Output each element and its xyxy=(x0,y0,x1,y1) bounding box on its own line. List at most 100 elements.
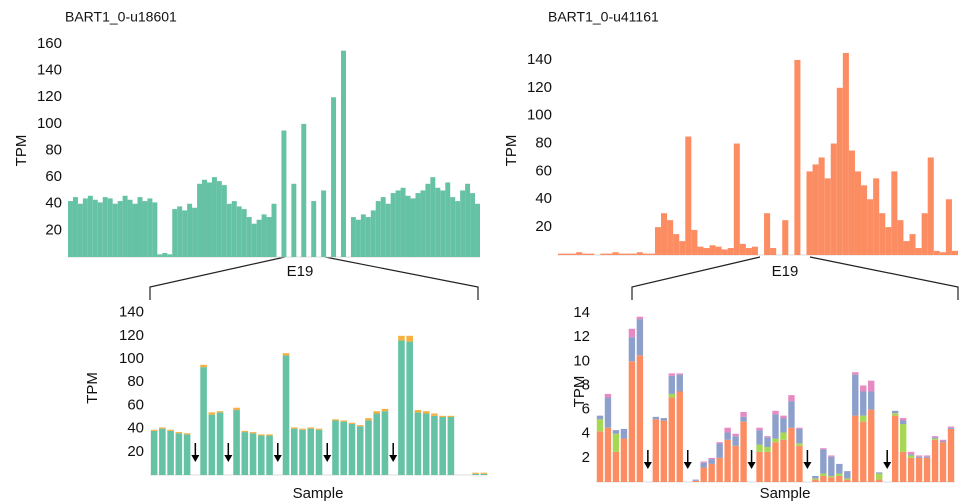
bar-segment xyxy=(915,456,923,458)
bar-segment xyxy=(891,413,899,416)
arrow-head xyxy=(273,455,282,462)
bar-segment xyxy=(455,201,461,257)
bar-segment xyxy=(676,374,683,392)
bar-segment xyxy=(642,253,649,255)
bar-segment xyxy=(439,415,446,417)
bar-segment xyxy=(630,253,637,255)
bar-segment xyxy=(812,164,819,255)
bar-segment xyxy=(315,428,323,430)
y-tick-label: 60 xyxy=(127,396,144,413)
bar-segment xyxy=(860,385,867,392)
bar-segment xyxy=(618,253,625,255)
bar-segment xyxy=(157,254,163,257)
bar-segment xyxy=(102,197,108,257)
arrow-head xyxy=(191,455,200,462)
bar-segment xyxy=(192,207,198,257)
arrow-head xyxy=(389,455,398,462)
bar-segment xyxy=(307,428,315,475)
bar-segment xyxy=(733,143,740,255)
bar-segment xyxy=(211,177,217,257)
bar-segment xyxy=(257,434,265,436)
bar-segment xyxy=(175,432,183,434)
bar-segment xyxy=(385,203,391,257)
bar-segment xyxy=(92,199,98,257)
bar-segment xyxy=(780,415,787,419)
bar-segment xyxy=(122,195,128,257)
bar-segment xyxy=(350,217,356,257)
bar-segment xyxy=(147,198,153,257)
bar-segment xyxy=(836,463,843,474)
bar-segment xyxy=(907,457,915,482)
bar-segment xyxy=(112,203,118,257)
y-tick-label: 120 xyxy=(527,79,552,96)
bar-segment xyxy=(447,415,455,417)
bar-segment xyxy=(208,414,216,475)
y-axis-label: TPM xyxy=(84,372,101,404)
zoom-bracket xyxy=(149,256,286,300)
bar-segment xyxy=(915,457,923,482)
bar-segment xyxy=(182,210,188,257)
y-tick-label: 12 xyxy=(573,328,590,345)
bar-segment xyxy=(668,393,675,398)
bar-segment xyxy=(691,229,698,255)
bar-segment xyxy=(159,427,166,429)
y-axis-label: TPM xyxy=(503,135,520,167)
bar-segment xyxy=(636,252,643,255)
bar-segment xyxy=(142,201,148,257)
bar-segment xyxy=(331,97,337,257)
bar-segment xyxy=(676,373,683,375)
bar-segment xyxy=(764,436,771,438)
bar-segment xyxy=(724,439,731,482)
bar-segment xyxy=(716,442,723,444)
bar-segment xyxy=(197,183,203,257)
bar-segment xyxy=(167,430,174,475)
bar-segment xyxy=(558,253,565,255)
bar-segment xyxy=(200,367,207,475)
y-tick-label: 8 xyxy=(582,376,590,393)
bar-segment xyxy=(480,473,488,475)
bar-segment xyxy=(398,340,405,475)
y-tick-label: 6 xyxy=(582,401,590,418)
bar-segment xyxy=(868,380,875,392)
bar-segment xyxy=(947,428,955,482)
bar-segment xyxy=(844,479,851,482)
bar-segment xyxy=(685,136,692,255)
chart-title: BART1_0-u18601 xyxy=(65,9,177,25)
bar-segment xyxy=(261,214,267,257)
bar-segment xyxy=(772,414,779,439)
bar-segment xyxy=(321,190,327,257)
bar-segment xyxy=(159,428,166,475)
bar-segment xyxy=(724,427,731,433)
bar-segment xyxy=(867,199,874,255)
arrow-head xyxy=(323,455,332,462)
bar-segment xyxy=(891,415,899,482)
bar-segment xyxy=(365,420,372,475)
bar-segment xyxy=(939,252,946,255)
bar-segment xyxy=(340,420,348,422)
bar-segment xyxy=(923,457,931,482)
bar-segment xyxy=(301,123,307,257)
bar-segment xyxy=(915,248,922,255)
bar-segment xyxy=(431,415,438,475)
bar-segment xyxy=(150,430,158,475)
bar-segment xyxy=(939,442,947,482)
bar-segment xyxy=(183,433,191,435)
bar-segment xyxy=(620,438,628,482)
bar-segment xyxy=(852,372,859,375)
bar-segment xyxy=(739,243,746,255)
bar-segment xyxy=(806,171,813,255)
bar-segment xyxy=(931,437,939,439)
bar-segment xyxy=(907,451,915,455)
arrow-head xyxy=(683,462,692,469)
x-axis-label: Sample xyxy=(293,485,344,502)
bar-segment xyxy=(818,157,825,255)
bar-segment xyxy=(828,455,835,457)
bar-segment xyxy=(667,220,674,255)
bar-segment xyxy=(740,421,747,482)
bar-segment xyxy=(921,213,928,255)
bar-segment xyxy=(931,436,939,438)
bar-segment xyxy=(355,219,361,257)
bar-segment xyxy=(709,245,716,255)
bar-segment xyxy=(226,203,232,257)
bar-segment xyxy=(221,185,227,257)
